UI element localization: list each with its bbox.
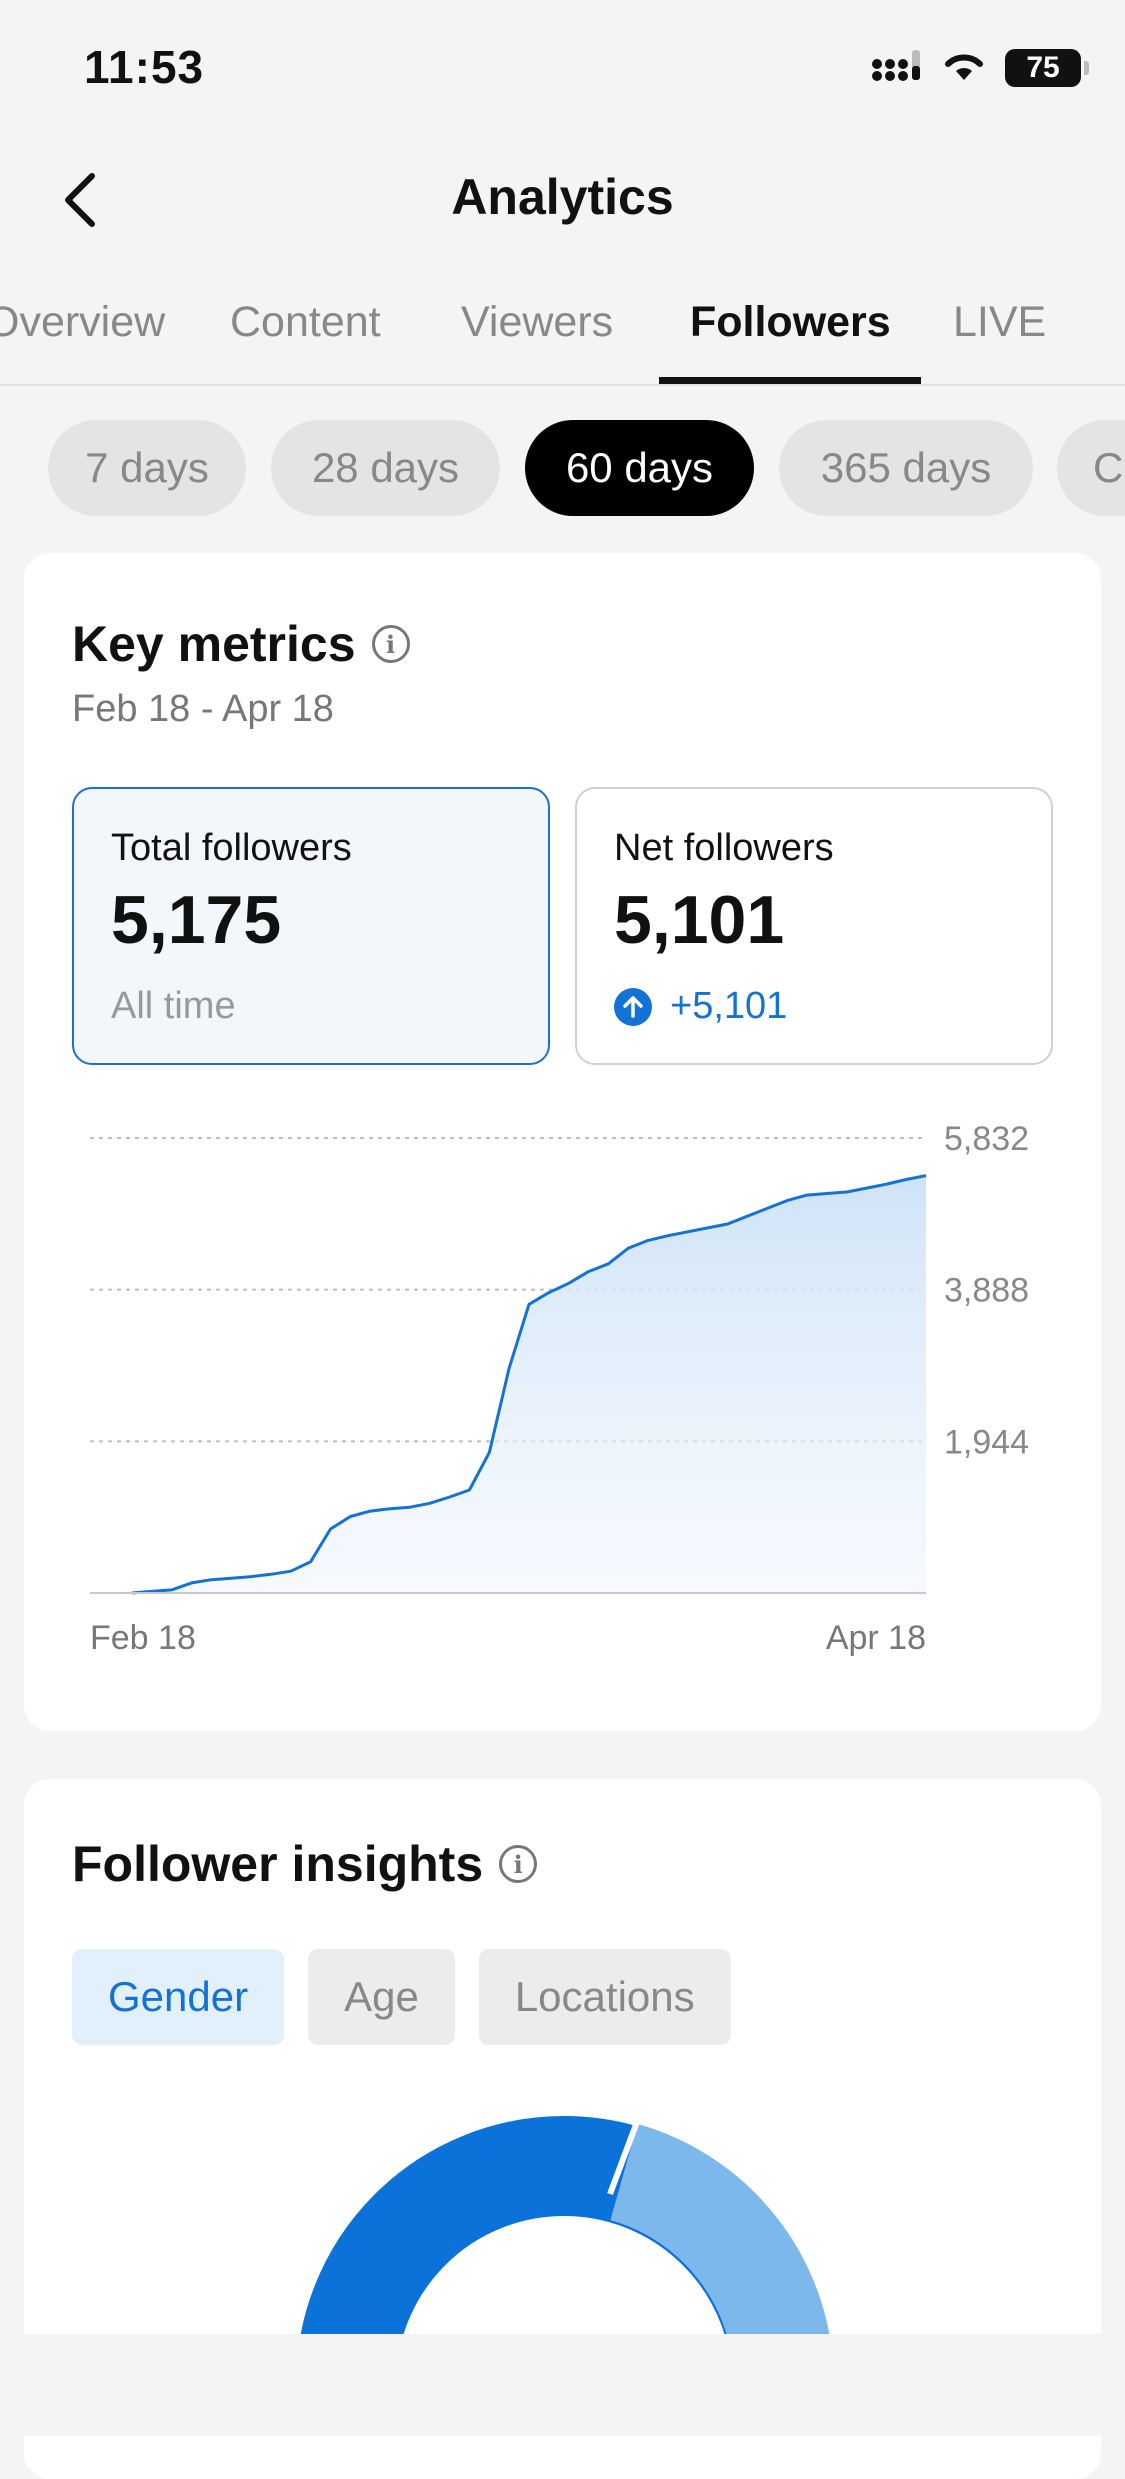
- chevron-left-icon: [65, 173, 95, 227]
- total-followers-value: 5,175: [111, 882, 282, 958]
- page-title: Analytics: [451, 169, 674, 225]
- tab-overview[interactable]: Overview: [0, 298, 166, 346]
- period-chip-7-days[interactable]: 7 days: [48, 420, 246, 516]
- insight-tab-gender[interactable]: Gender: [72, 1949, 285, 2045]
- insight-tab-age[interactable]: Age: [308, 1949, 455, 2045]
- back-button[interactable]: [40, 160, 120, 240]
- chart-y-tick-label: 5,832: [944, 1120, 1029, 1158]
- analytics-tabs: Overview Content Viewers Followers LIVE: [0, 280, 1125, 386]
- donut-segment-primary: [300, 2116, 828, 2334]
- total-followers-label: Total followers: [111, 827, 352, 869]
- total-followers-period: All time: [111, 985, 236, 1027]
- status-icons: 75: [871, 48, 1089, 87]
- status-bar: 11:53 75: [0, 0, 1125, 140]
- period-chip-28-days[interactable]: 28 days: [271, 420, 500, 516]
- info-icon[interactable]: i: [371, 625, 410, 663]
- chart-x-tick-label: Apr 18: [826, 1619, 926, 1657]
- tab-followers[interactable]: Followers: [690, 298, 891, 346]
- net-followers-change-text: +5,101: [670, 985, 788, 1027]
- net-followers-label: Net followers: [614, 827, 834, 869]
- period-chip-custom[interactable]: Custom: [1057, 420, 1125, 516]
- net-followers-change: +5,101: [614, 985, 787, 1028]
- follower-insights-title-text: Follower insights: [72, 1836, 484, 1892]
- tab-content[interactable]: Content: [230, 298, 381, 346]
- period-chip-365-days[interactable]: 365 days: [779, 420, 1033, 516]
- total-followers-tile[interactable]: Total followers 5,175 All time: [72, 787, 550, 1065]
- chart-y-tick-label: 1,944: [944, 1423, 1029, 1461]
- donut-segment-secondary: [609, 2123, 830, 2334]
- bottom-area: [0, 2334, 1125, 2436]
- cellular-signal-icon: [871, 48, 923, 87]
- key-metrics-title-text: Key metrics: [72, 616, 356, 672]
- status-time: 11:53: [84, 41, 205, 93]
- arrow-up-icon: [614, 987, 652, 1026]
- active-tab-indicator: [659, 377, 921, 384]
- insight-tabs: Gender Age Locations: [72, 1949, 731, 2045]
- tab-live[interactable]: LIVE: [953, 298, 1047, 346]
- net-followers-value: 5,101: [614, 882, 785, 958]
- battery-icon: 75: [1005, 48, 1089, 87]
- wifi-icon: [941, 48, 987, 87]
- insight-tab-locations[interactable]: Locations: [478, 1949, 731, 2045]
- gender-donut-chart: [294, 2114, 834, 2334]
- net-followers-tile[interactable]: Net followers 5,101 +5,101: [575, 787, 1053, 1065]
- info-icon[interactable]: i: [499, 1845, 538, 1883]
- chart-series-line: [131, 1174, 927, 1595]
- chart-x-tick-label: Feb 18: [90, 1619, 196, 1657]
- period-selector: 7 days 28 days 60 days 365 days Custom: [0, 420, 1125, 520]
- nav-bar: Analytics: [0, 140, 1125, 260]
- period-chip-60-days[interactable]: 60 days: [525, 420, 754, 516]
- follower-insights-title: Follower insights i: [72, 1835, 538, 1893]
- followers-chart: 5,832 3,888 1,944 Feb 18 Apr 18: [90, 1120, 1029, 1657]
- date-range: Feb 18 - Apr 18: [72, 688, 334, 730]
- chart-area-fill: [132, 1175, 926, 1593]
- key-metrics-card: Key metrics i Feb 18 - Apr 18 Total foll…: [24, 553, 1101, 1731]
- chart-y-tick-label: 3,888: [944, 1272, 1029, 1310]
- key-metrics-title: Key metrics i: [72, 615, 410, 673]
- tab-viewers[interactable]: Viewers: [461, 298, 614, 346]
